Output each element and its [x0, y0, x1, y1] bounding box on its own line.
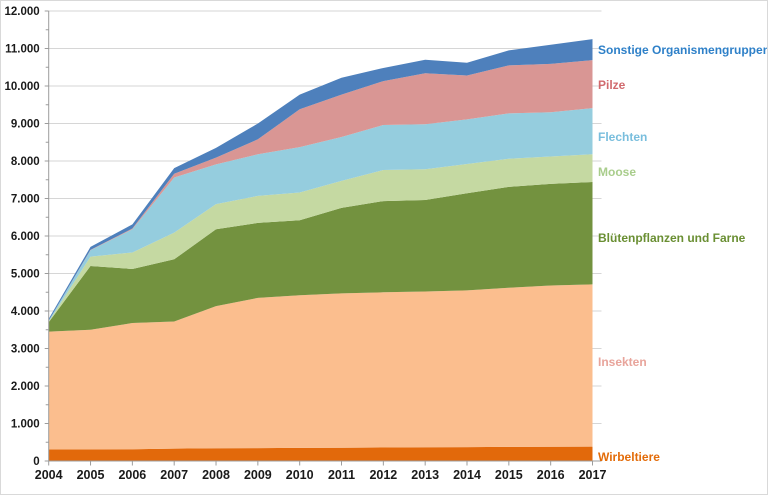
y-axis-label: 9.000	[11, 119, 40, 131]
area-flechten	[48, 108, 593, 322]
y-axis-label: 5.000	[11, 269, 40, 281]
y-axis-label: 1.000	[11, 419, 40, 431]
y-axis-label: 0	[33, 456, 39, 468]
legend-label-insekten: Insekten	[598, 355, 647, 369]
y-axis-label: 8.000	[11, 156, 40, 168]
area-moose	[48, 154, 593, 323]
legend-label-flechten: Flechten	[598, 130, 648, 144]
x-axis-label: 2009	[244, 468, 272, 482]
area-wirbeltiere	[48, 446, 593, 461]
x-axis-label: 2006	[118, 468, 146, 482]
legend-label-moose: Moose	[598, 165, 637, 179]
y-axis-label: 11.000	[5, 44, 40, 56]
area-bl-tenpflanzen-und-farne	[48, 182, 593, 332]
y-axis-label: 6.000	[11, 231, 40, 243]
y-axis-label: 12.000	[5, 6, 40, 18]
x-axis-label: 2010	[286, 468, 314, 482]
x-axis-label: 2007	[160, 468, 188, 482]
legend-label-pilze: Pilze	[598, 78, 626, 92]
legend-label-sonstige-organismengruppen: Sonstige Organismengruppen	[598, 43, 768, 57]
area-sonstige-organismengruppen	[48, 39, 593, 321]
x-axis-label: 2014	[453, 468, 481, 482]
y-axis-label: 3.000	[11, 344, 40, 356]
y-axis-label: 7.000	[11, 194, 40, 206]
x-axis-label: 2005	[77, 468, 105, 482]
x-axis-label: 2011	[328, 468, 355, 482]
x-axis-label: 2017	[579, 468, 607, 482]
y-axis-label: 4.000	[11, 306, 40, 318]
legend-label-wirbeltiere: Wirbeltiere	[598, 450, 660, 464]
x-axis-label: 2004	[35, 468, 63, 482]
y-axis-label: 2.000	[11, 381, 40, 393]
x-axis-label: 2008	[202, 468, 230, 482]
x-axis-label: 2016	[537, 468, 565, 482]
legend-label-bl-tenpflanzen-und-farne: Blütenpflanzen und Farne	[598, 231, 746, 245]
x-axis-label: 2013	[411, 468, 439, 482]
area-insekten	[48, 284, 593, 450]
area-pilze	[48, 60, 593, 321]
y-axis-label: 10.000	[5, 81, 40, 93]
x-axis-label: 2015	[495, 468, 523, 482]
x-axis-label: 2012	[369, 468, 397, 482]
